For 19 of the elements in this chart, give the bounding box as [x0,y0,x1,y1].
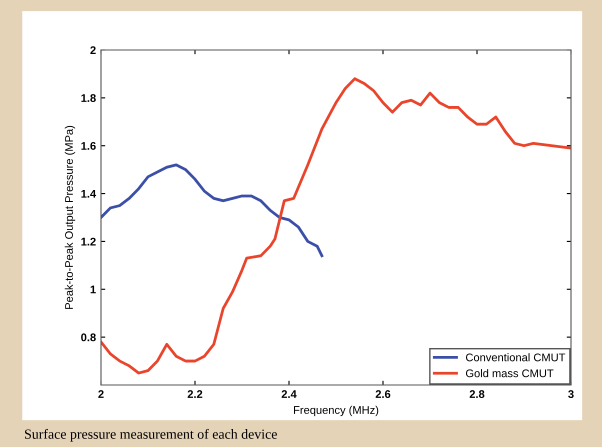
legend-label: Conventional CMUT [466,353,566,362]
y-tick-label: 1.2 [81,238,96,246]
y-axis-title: Peak-to-Peak Output Pressure (MPa) [64,126,76,309]
y-tick-label: 1 [90,286,96,294]
legend-label: Gold mass CMUT [466,369,554,378]
text: Surface pressure measurement of each device [25,428,277,442]
y-tick-label: 2 [90,46,96,54]
x-tick-label: 2 [98,390,104,398]
y-tick-label: 0.8 [81,333,96,342]
line-series [101,163,324,258]
x-tick-label: 2.8 [470,390,484,398]
y-tick-label: 1.8 [81,94,96,102]
x-tick-label: 3 [568,390,574,398]
x-tick-label: 2.6 [376,390,390,398]
y-tick-label: 1.6 [81,142,96,150]
x-tick-label: 2.4 [282,390,297,398]
x-axis-title: Frequency (MHz) [294,406,378,416]
y-tick-label: 1.4 [81,190,96,198]
x-tick-label: 2.2 [188,390,202,398]
